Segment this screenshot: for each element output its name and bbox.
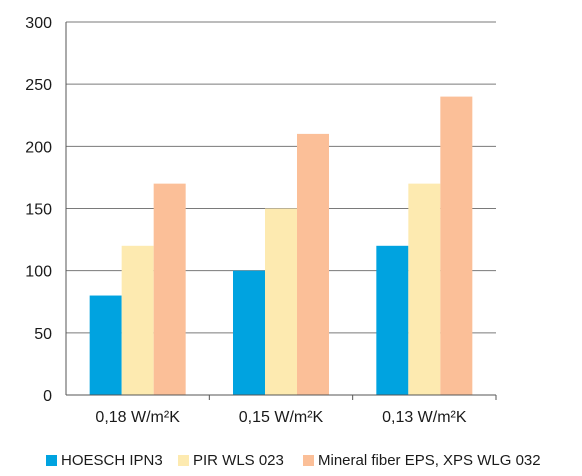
- legend-swatch-mineral-fiber: [303, 455, 314, 466]
- bar: [153, 183, 186, 395]
- y-tick-label: 50: [34, 326, 52, 343]
- legend-label-mineral-fiber: Mineral fiber EPS, XPS WLG 032: [318, 452, 541, 469]
- bars: [89, 96, 473, 395]
- x-tick-label: 0,15 W/m²K: [239, 409, 324, 426]
- axes: [65, 22, 497, 400]
- bar: [89, 295, 122, 395]
- legend-item-hoesch: HOESCH IPN3: [46, 452, 163, 469]
- legend-swatch-hoesch: [46, 455, 57, 466]
- y-tick-label: 150: [25, 202, 52, 219]
- legend-label-pir: PIR WLS 023: [193, 452, 284, 469]
- legend-item-pir: PIR WLS 023: [178, 452, 284, 469]
- bar: [297, 133, 329, 395]
- y-tick-label: 300: [25, 15, 52, 32]
- bar: [440, 96, 473, 395]
- y-tick-label: 250: [25, 77, 52, 94]
- y-tick-label: 200: [25, 139, 52, 156]
- x-tick-label: 0,13 W/m²K: [382, 409, 467, 426]
- bar: [265, 208, 297, 395]
- tick-labels: 0 50 100 150 200 250 300 0,18 W/m²K 0,15 W/m²K 0,…: [25, 15, 467, 426]
- x-tick-label: 0,18 W/m²K: [95, 409, 180, 426]
- bar: [233, 270, 265, 395]
- y-tick-label: 0: [43, 388, 52, 405]
- y-tick-label: 100: [25, 264, 52, 281]
- legend: HOESCH IPN3 PIR WLS 023 Mineral fiber EP…: [0, 452, 582, 476]
- legend-item-mineral-fiber: Mineral fiber EPS, XPS WLG 032: [303, 452, 541, 469]
- legend-label-hoesch: HOESCH IPN3: [61, 452, 163, 469]
- bar: [376, 245, 409, 395]
- bar: [408, 183, 441, 395]
- bar: [121, 245, 154, 395]
- legend-swatch-pir: [178, 455, 189, 466]
